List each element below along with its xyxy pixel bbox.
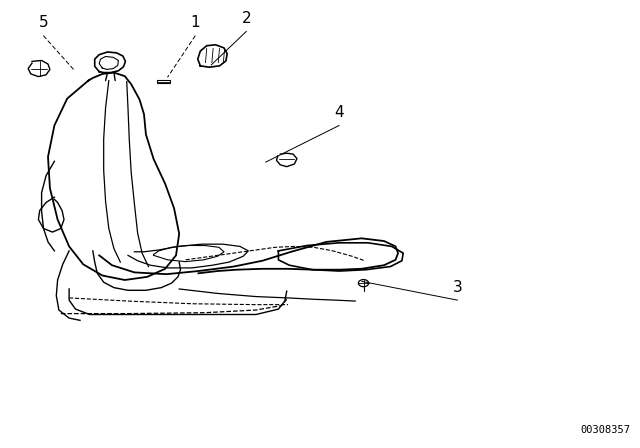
Text: 00308357: 00308357 [580, 426, 630, 435]
Text: 4: 4 [334, 105, 344, 120]
Text: 5: 5 [38, 16, 49, 30]
Text: 1: 1 [190, 16, 200, 30]
Text: 3: 3 [452, 280, 463, 295]
Text: 2: 2 [241, 11, 252, 26]
